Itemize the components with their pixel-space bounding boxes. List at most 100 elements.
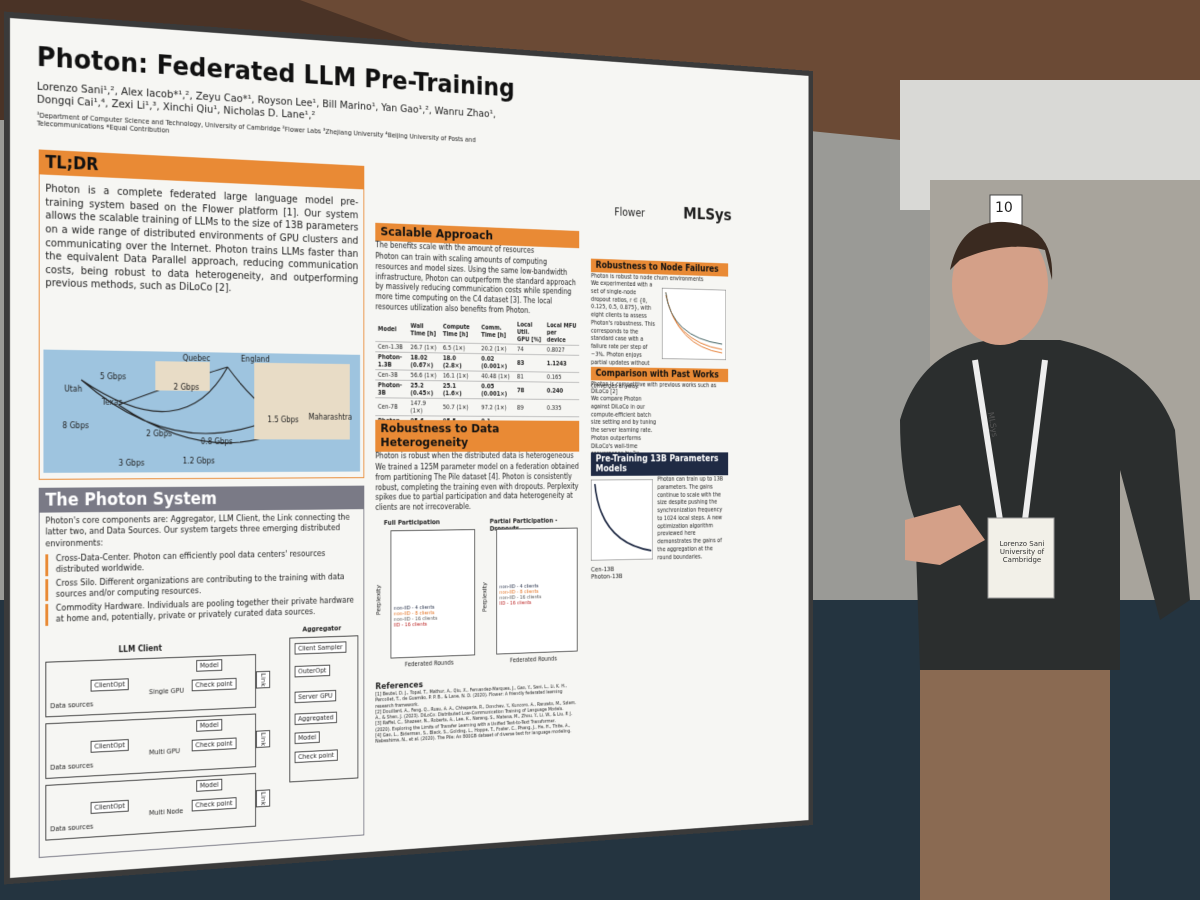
section-subtitle: Photon is robust when the distributed da… — [375, 452, 579, 461]
map-link-label: 0.8 Gbps — [201, 437, 233, 446]
results-table: Model Wall Time [h] Compute Time [h] Comm. … — [375, 316, 579, 434]
logo-flower: Flower — [614, 206, 645, 220]
system-body: Photon's core components are: Aggregator… — [45, 513, 355, 551]
table-cell: 20.2 (1×) — [479, 343, 515, 354]
logo-mlsys: MLSys — [683, 204, 731, 225]
references-panel: References [1] Beutel, D. J., Topal, T.,… — [375, 674, 579, 745]
box: Check point — [192, 738, 236, 752]
table-cell: 0.165 — [544, 372, 579, 382]
axis-label: Perplexity — [375, 585, 382, 615]
plot-area: non-IID - 4 clients non-IID - 8 clients no… — [496, 528, 577, 655]
booth-number: 10 — [995, 200, 1013, 216]
table-cell: 50.7 (1×) — [440, 398, 478, 416]
poster: Photon: Federated LLM Pre-Training Loren… — [10, 18, 809, 878]
box: Model — [295, 731, 320, 744]
box: Link — [256, 730, 270, 748]
table-cell: Photon-1.3B — [375, 352, 408, 370]
box: Aggregated — [295, 712, 337, 725]
map-links — [43, 350, 360, 473]
axis-label: Perplexity — [482, 582, 489, 612]
table-row: Cen-7B 147.9 (1×) 50.7 (1×) 97.2 (1×) 89 0.33… — [375, 398, 579, 417]
comparison-panel: Comparison with Past Works Photon is com… — [591, 367, 728, 458]
name-badge: Lorenzo Sani University of Cambridge — [992, 540, 1052, 564]
scalable-panel: Scalable Approach The benefits scale wit… — [375, 223, 579, 440]
section-heading: Pre-Training 13B Parameters Models — [591, 452, 728, 476]
map-place: Quebec — [183, 354, 211, 363]
plot-title: Full Participation — [384, 518, 440, 526]
box: Check point — [295, 749, 338, 763]
table-cell: 74 — [515, 344, 545, 355]
legend-entry: IID - 16 clients — [499, 600, 541, 607]
map-link-label: 5 Gbps — [100, 372, 126, 381]
section-heading: Robustness to Data Heterogeneity — [375, 420, 579, 452]
pretraining-plot — [591, 479, 653, 561]
table-cell: 78 — [515, 381, 545, 399]
axis-label: Federated Rounds — [510, 655, 557, 664]
map-link-label: 3 Gbps — [119, 459, 145, 468]
table-cell: 0.05 (0.001×) — [479, 381, 515, 399]
box: Model — [196, 719, 222, 732]
bullet: Commodity Hardware. Individuals are pool… — [45, 596, 355, 626]
bullet: Cross-Data-Center. Photon can efficientl… — [45, 549, 355, 577]
table-header: Model — [375, 316, 408, 341]
heterogeneity-body: We trained a 125M parameter model on a f… — [375, 462, 579, 513]
table-header: Wall Time [h] — [408, 317, 440, 342]
table-cell: Cen-7B — [375, 398, 408, 416]
table-cell: 18.0 (2.8×) — [440, 353, 478, 371]
table-cell: 40.48 (1×) — [479, 371, 515, 382]
map-place: Texas — [102, 398, 123, 407]
map-link-label: 1.5 Gbps — [267, 415, 298, 424]
table-cell: Cen-1.3B — [375, 341, 408, 352]
table-cell: 83 — [515, 354, 545, 372]
scene: 10 MLSys Lorenzo Sani University of Camb… — [0, 0, 1200, 900]
tldr-body: Photon is a complete federated large lan… — [45, 183, 358, 300]
box: ClientOpt — [91, 739, 129, 753]
box: Model — [196, 659, 222, 672]
plot-area: non-IID - 4 clients non-IID - 8 clients no… — [391, 529, 476, 658]
failures-plot — [662, 288, 726, 360]
system-panel: The Photon System Photon's core componen… — [39, 486, 365, 858]
table-cell: 56.6 (1×) — [408, 370, 440, 381]
table-cell: 25.2 (0.45×) — [408, 380, 440, 398]
map-link-label: 1.2 Gbps — [183, 457, 215, 466]
map: Quebec England Utah Texas Maharashtra 5 Gbps 2… — [43, 350, 360, 473]
references-list: [1] Beutel, D. J., Topal, T., Mathur, A.… — [375, 683, 579, 745]
bullet-list: Cross-Data-Center. Photon can efficientl… — [45, 549, 355, 629]
scalable-body: Photon can train with scaling amounts of… — [375, 252, 579, 318]
table-cell: Cen-3B — [375, 369, 408, 380]
plot-legend: non-IID - 4 clients non-IID - 8 clients no… — [394, 605, 437, 629]
table-cell: 89 — [515, 399, 545, 417]
box: Check point — [192, 678, 236, 691]
legend-entry: IID - 16 clients — [394, 622, 437, 629]
table-cell: 0.8027 — [544, 345, 579, 356]
section-subtitle: Photon is competitive with previous work… — [591, 380, 728, 396]
table-cell: 25.1 (1.6×) — [440, 381, 478, 399]
table-cell: 0.02 (0.001×) — [479, 353, 515, 371]
map-place: England — [241, 355, 270, 364]
table-cell: 0.335 — [544, 399, 579, 416]
table-cell: 18.02 (0.67×) — [408, 352, 440, 370]
table-cell: 147.9 (1×) — [408, 398, 440, 416]
map-place: Maharashtra — [309, 413, 352, 422]
table-cell: 81 — [515, 371, 545, 381]
table-row: Photon-3B 25.2 (0.45×) 25.1 (1.6×) 0.05 (0.… — [375, 380, 579, 400]
box: Server GPU — [295, 690, 336, 703]
table-header: Comm. Time [h] — [479, 319, 515, 344]
box: ClientOpt — [91, 800, 129, 814]
box: Model — [196, 779, 222, 792]
table-cell: 97.2 (1×) — [479, 399, 515, 417]
table-header: Local Util. GPU [%] — [515, 320, 545, 345]
heterogeneity-panel: Robustness to Data Heterogeneity Photon … — [375, 420, 579, 679]
table-cell: 1.1243 — [544, 355, 579, 373]
diagram-label: LLM Client — [119, 644, 162, 654]
box: Link — [256, 671, 270, 689]
box: Client Sampler — [295, 641, 346, 654]
pretraining-models: Cen-13B Photon-13B — [591, 560, 728, 581]
box: Single GPU — [146, 686, 187, 697]
axis-label: Federated Rounds — [405, 659, 454, 668]
comparison-body: We compare Photon against DiLoCo in our … — [591, 395, 657, 458]
box: Multi GPU — [146, 746, 183, 758]
table-cell: 26.7 (1×) — [408, 342, 440, 353]
box: OuterOpt — [295, 665, 330, 678]
pretraining-panel: Pre-Training 13B Parameters Models Photo… — [591, 452, 728, 581]
